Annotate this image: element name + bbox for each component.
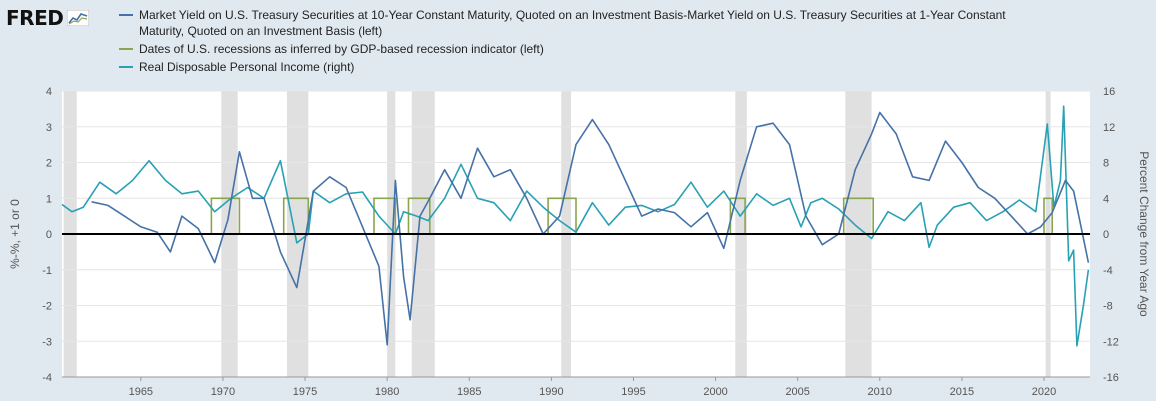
legend: Market Yield on U.S. Treasury Securities… (119, 7, 1119, 77)
y-left-tick-label: 1 (46, 193, 52, 205)
chart-logo-icon (67, 10, 90, 26)
y-left-tick-label: 3 (46, 122, 52, 134)
x-tick-label: 2015 (950, 386, 974, 398)
legend-swatch-income (119, 66, 133, 68)
chart-header: FRED Market Yield on U.S. Treasury Secur… (0, 0, 1156, 84)
legend-item-income[interactable]: Real Disposable Personal Income (right) (119, 59, 1119, 75)
y-axis-left-title: %-%, +1 or 0 (8, 199, 22, 269)
x-tick-label: 1980 (375, 386, 399, 398)
legend-swatch-spread (119, 14, 133, 16)
legend-label-income: Real Disposable Personal Income (right) (139, 60, 355, 74)
y-right-tick-label: -12 (1103, 336, 1119, 348)
y-left-tick-label: 0 (46, 229, 52, 241)
x-tick-label: 1970 (211, 386, 235, 398)
y-left-tick-label: 4 (46, 86, 52, 98)
y-left-tick-label: -1 (42, 265, 52, 277)
y-right-tick-label: 12 (1103, 122, 1115, 134)
x-tick-label: 1975 (293, 386, 317, 398)
y-left-tick-label: 2 (46, 158, 52, 170)
y-right-tick-label: 16 (1103, 86, 1115, 98)
y-right-tick-label: 4 (1103, 193, 1109, 205)
y-left-tick-label: -3 (42, 336, 52, 348)
x-tick-label: 1990 (539, 386, 563, 398)
x-tick-label: 1995 (621, 386, 645, 398)
x-tick-label: 2010 (868, 386, 892, 398)
x-tick-label: 2005 (785, 386, 809, 398)
legend-label-recession: Dates of U.S. recessions as inferred by … (139, 42, 544, 56)
y-left-tick-label: -2 (42, 301, 52, 313)
fred-logo-text: FRED (6, 6, 64, 30)
y-right-tick-label: -4 (1103, 265, 1113, 277)
legend-item-spread[interactable]: Market Yield on U.S. Treasury Securities… (119, 7, 1119, 39)
legend-item-recession[interactable]: Dates of U.S. recessions as inferred by … (119, 41, 1119, 57)
y-axis-right-title: Percent Change from Year Ago (1137, 151, 1151, 317)
y-right-tick-label: 0 (1103, 229, 1109, 241)
legend-label-spread: Market Yield on U.S. Treasury Securities… (139, 8, 1006, 38)
series-line-spread[interactable] (91, 111, 1090, 346)
x-tick-label: 1985 (457, 386, 481, 398)
legend-swatch-recession (119, 48, 133, 50)
x-tick-label: 2000 (703, 386, 727, 398)
y-left-tick-label: -4 (42, 372, 52, 384)
x-tick-label: 1965 (129, 386, 153, 398)
fred-logo[interactable]: FRED (6, 6, 90, 30)
y-right-tick-label: -8 (1103, 301, 1113, 313)
x-tick-label: 2020 (1032, 386, 1056, 398)
y-right-tick-label: -16 (1103, 372, 1119, 384)
y-right-tick-label: 8 (1103, 158, 1109, 170)
